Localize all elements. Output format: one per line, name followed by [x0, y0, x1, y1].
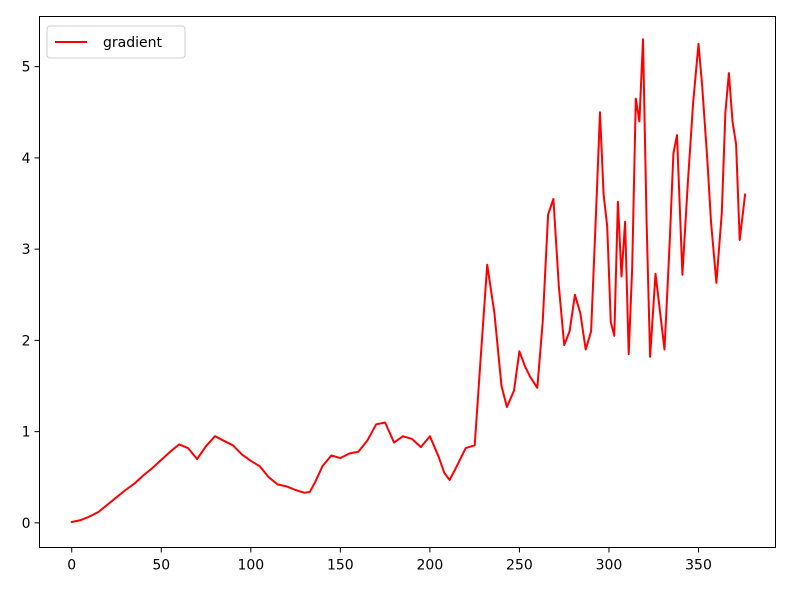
x-tick-label: 100	[237, 558, 264, 574]
x-tick-label: 300	[596, 558, 623, 574]
legend: gradient	[46, 25, 186, 59]
y-tick-label: 0	[22, 516, 31, 532]
x-tick-label: 200	[417, 558, 444, 574]
y-tick-label: 4	[22, 151, 31, 167]
y-tick-label: 5	[22, 60, 31, 76]
legend-box	[46, 25, 186, 59]
plot-area	[70, 38, 747, 523]
series-line-gradient	[70, 38, 747, 523]
x-axis-ticks: 0 50 100 150 200 250 300 350	[67, 547, 712, 574]
y-tick-label: 1	[22, 425, 31, 441]
y-axis-ticks: 0 1 2 3 4 5	[22, 60, 40, 532]
y-tick-label: 3	[22, 242, 31, 258]
x-tick-label: 150	[327, 558, 354, 574]
y-tick-label: 2	[22, 333, 31, 349]
x-tick-label: 50	[152, 558, 170, 574]
x-tick-label: 0	[67, 558, 76, 574]
x-tick-label: 250	[506, 558, 533, 574]
legend-label-gradient: gradient	[103, 35, 162, 51]
x-tick-label: 350	[685, 558, 712, 574]
plot-frame	[39, 16, 776, 548]
